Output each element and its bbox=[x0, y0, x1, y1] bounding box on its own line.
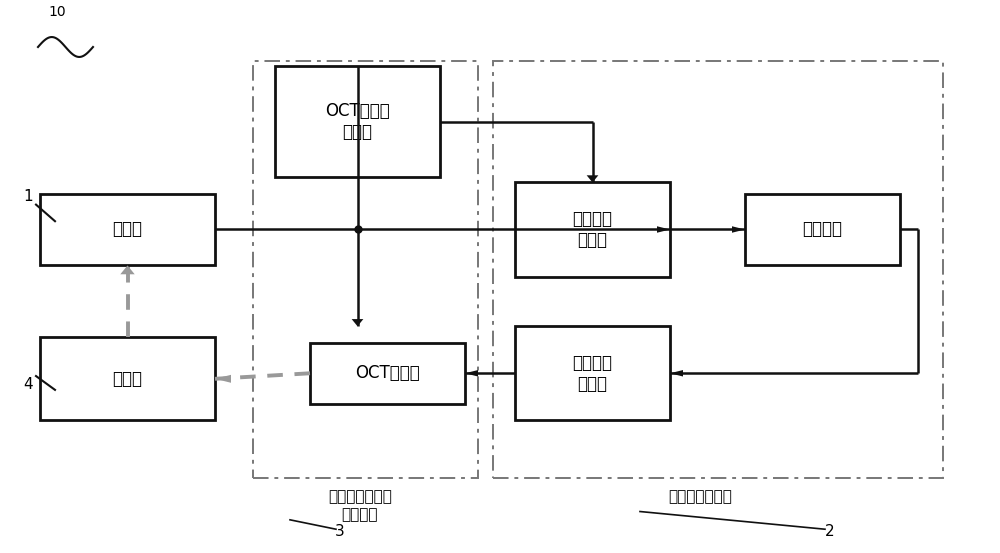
Text: 频域光相干断层
成像模块: 频域光相干断层 成像模块 bbox=[328, 489, 392, 522]
Text: 4: 4 bbox=[23, 377, 33, 392]
Bar bbox=[275, 66, 440, 177]
Polygon shape bbox=[732, 226, 745, 233]
Text: 1: 1 bbox=[23, 189, 33, 204]
Text: 3: 3 bbox=[335, 524, 345, 540]
Bar bbox=[493, 61, 943, 478]
Text: 扫描探头: 扫描探头 bbox=[802, 221, 842, 238]
Bar bbox=[515, 182, 670, 276]
Bar bbox=[745, 194, 900, 265]
Text: 10: 10 bbox=[48, 6, 66, 19]
Bar bbox=[310, 343, 465, 404]
Polygon shape bbox=[587, 175, 598, 182]
Polygon shape bbox=[657, 226, 670, 233]
Polygon shape bbox=[215, 375, 231, 383]
Polygon shape bbox=[352, 319, 363, 326]
Polygon shape bbox=[465, 370, 478, 377]
Text: 共光路结
合结构: 共光路结 合结构 bbox=[572, 354, 612, 393]
Polygon shape bbox=[120, 265, 135, 274]
Text: 控制器: 控制器 bbox=[112, 370, 143, 388]
Text: 共光路扫描模块: 共光路扫描模块 bbox=[668, 489, 732, 504]
Text: 2: 2 bbox=[825, 524, 835, 540]
Bar bbox=[40, 337, 215, 420]
Bar bbox=[515, 326, 670, 420]
Text: 激光器: 激光器 bbox=[112, 221, 143, 238]
Text: OCT光源与
参考臂: OCT光源与 参考臂 bbox=[325, 102, 390, 141]
Bar bbox=[40, 194, 215, 265]
Polygon shape bbox=[670, 370, 683, 377]
Bar bbox=[253, 61, 478, 478]
Text: OCT光谱仪: OCT光谱仪 bbox=[355, 364, 420, 382]
Text: 共光路结
合结构: 共光路结 合结构 bbox=[572, 210, 612, 249]
